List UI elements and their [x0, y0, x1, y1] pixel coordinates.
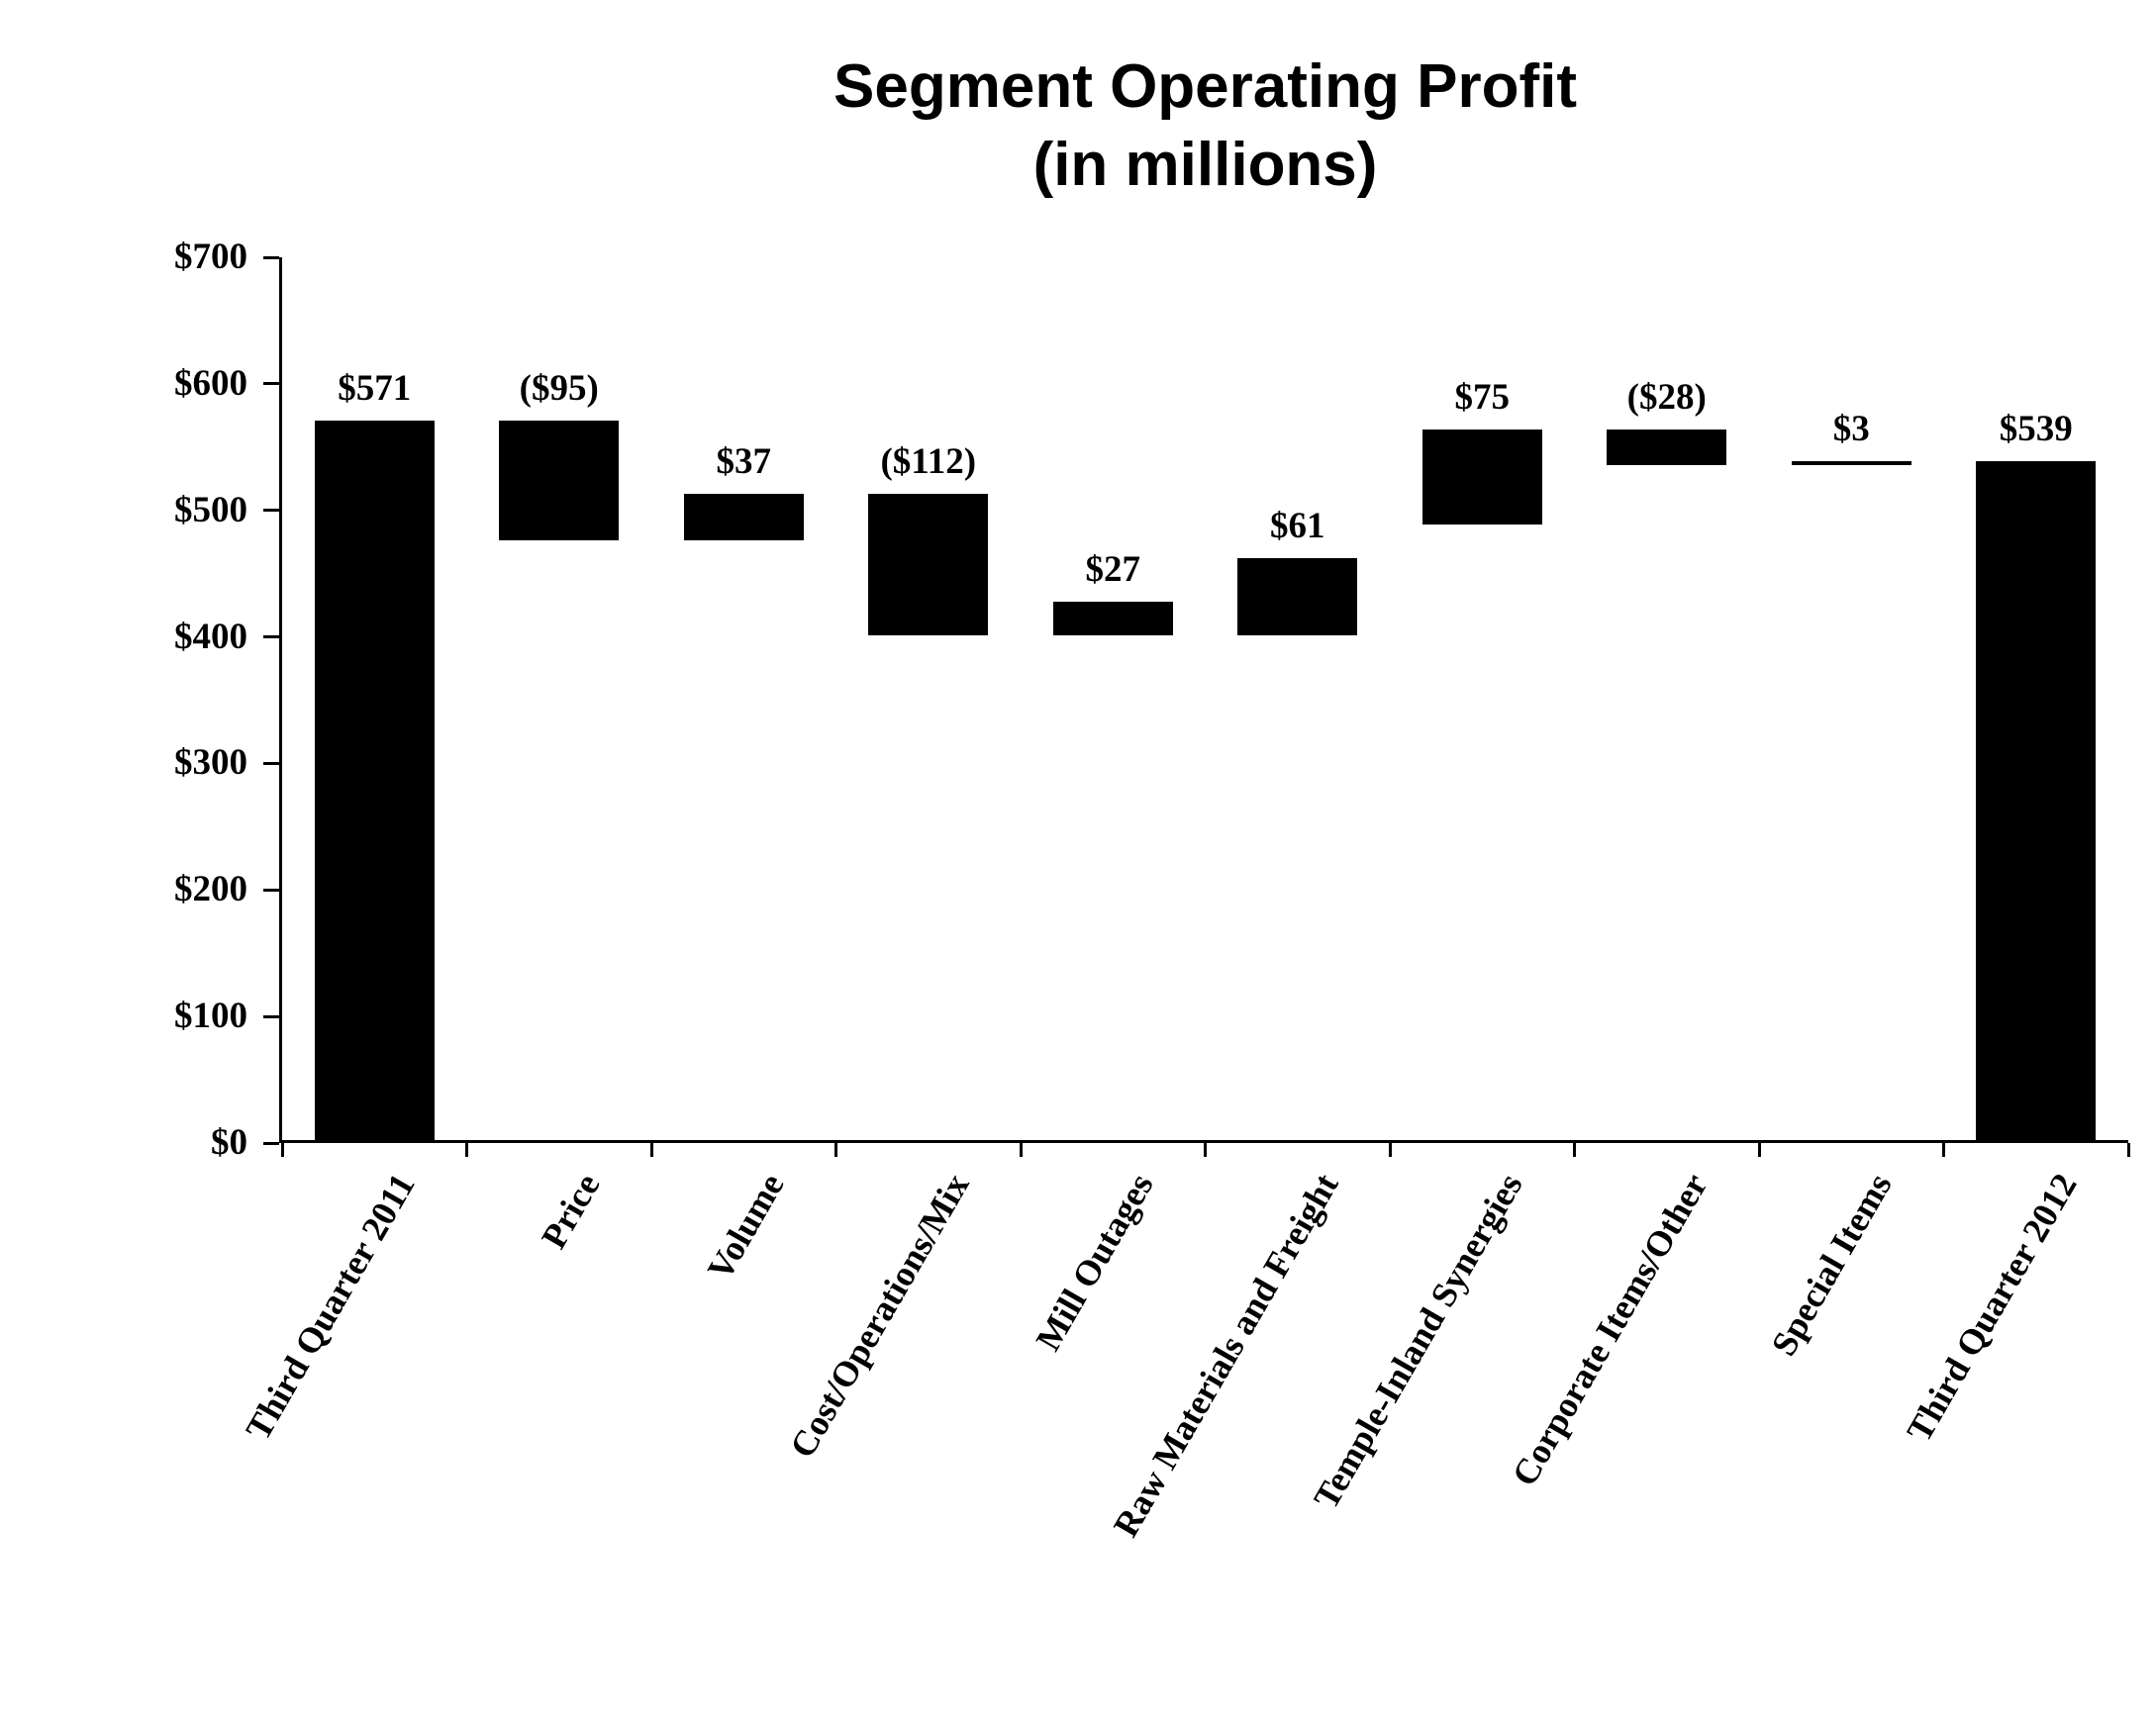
- y-tick-label: $600: [49, 360, 247, 408]
- y-tick-label: $700: [49, 234, 247, 281]
- x-tick-mark: [1389, 1143, 1392, 1157]
- category-label: Mill Outages: [820, 1167, 1161, 1718]
- y-tick-label: $400: [49, 614, 247, 661]
- y-tick-mark: [263, 1142, 279, 1145]
- waterfall-bar: [499, 421, 619, 540]
- y-tick-label: $500: [49, 487, 247, 534]
- y-tick-mark: [263, 256, 279, 259]
- category-label: Raw Materials and Freight: [1005, 1167, 1346, 1718]
- bar-value-label: $61: [1166, 505, 1430, 548]
- chart-title-line1: Segment Operating Profit: [282, 48, 2128, 126]
- y-tick-mark: [263, 1015, 279, 1018]
- x-tick-mark: [834, 1143, 837, 1157]
- y-tick-mark: [263, 635, 279, 638]
- x-tick-mark: [1204, 1143, 1207, 1157]
- waterfall-bar: [1422, 430, 1542, 525]
- waterfall-bar: [1976, 461, 2096, 1143]
- y-tick-mark: [263, 762, 279, 765]
- waterfall-chart: Segment Operating Profit (in millions) $…: [0, 0, 2156, 1622]
- bar-value-label: $539: [1905, 408, 2156, 451]
- bar-value-label: ($112): [797, 440, 1061, 484]
- x-tick-mark: [1020, 1143, 1023, 1157]
- y-tick-mark: [263, 889, 279, 892]
- x-tick-mark: [1758, 1143, 1761, 1157]
- chart-title: Segment Operating Profit (in millions): [282, 48, 2128, 205]
- x-tick-mark: [650, 1143, 653, 1157]
- waterfall-bar: [1237, 558, 1357, 635]
- category-label: Special Items: [1558, 1167, 1900, 1718]
- waterfall-bar: [868, 494, 988, 635]
- bar-value-label: ($95): [428, 367, 692, 411]
- bar-value-label: $27: [981, 548, 1245, 592]
- waterfall-bar: [315, 421, 435, 1143]
- category-label: Third Quarter 2012: [1743, 1167, 2085, 1718]
- category-label: Cost/Operations/Mix: [636, 1167, 977, 1718]
- y-tick-label: $100: [49, 993, 247, 1040]
- waterfall-bar: [1607, 430, 1726, 465]
- y-tick-label: $200: [49, 866, 247, 913]
- chart-title-line2: (in millions): [282, 126, 2128, 204]
- x-tick-mark: [465, 1143, 468, 1157]
- y-tick-mark: [263, 509, 279, 512]
- waterfall-bar: [1792, 461, 1911, 465]
- category-label: Volume: [450, 1167, 792, 1718]
- y-tick-label: $300: [49, 739, 247, 787]
- x-tick-mark: [1573, 1143, 1576, 1157]
- waterfall-bar: [684, 494, 804, 540]
- x-tick-mark: [1942, 1143, 1945, 1157]
- y-tick-label: $0: [49, 1119, 247, 1167]
- x-tick-mark: [2127, 1143, 2130, 1157]
- category-label: Third Quarter 2011: [81, 1167, 423, 1718]
- x-tick-mark: [281, 1143, 284, 1157]
- category-label: Price: [266, 1167, 608, 1718]
- category-label: Corporate Items/Other: [1374, 1167, 1715, 1718]
- waterfall-bar: [1053, 602, 1173, 636]
- category-label: Temple-Inland Synergies: [1189, 1167, 1530, 1718]
